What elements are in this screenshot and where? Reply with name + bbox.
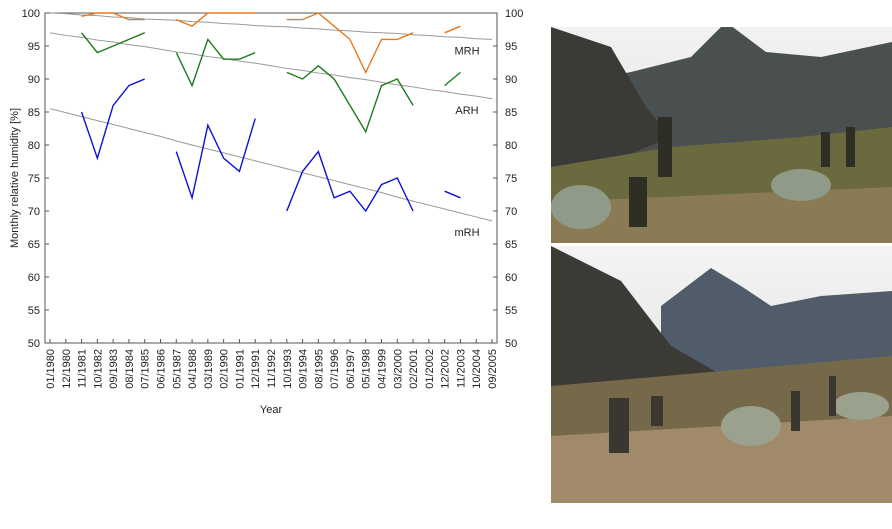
x-tick-label: 05/1998 (361, 349, 373, 389)
x-tick-label: 07/1996 (329, 349, 341, 389)
y-tick-label: 90 (28, 74, 40, 86)
y2-tick-label: 75 (505, 173, 517, 185)
photo-bottom (551, 246, 892, 503)
series-label: MRH (454, 45, 479, 57)
trend-line (50, 33, 492, 99)
y2-tick-label: 65 (505, 239, 517, 251)
x-tick-label: 12/1991 (250, 349, 262, 389)
y2-tick-label: 70 (505, 206, 517, 218)
chart: Monthly relative humidity [%] Year 50 55 6… (0, 0, 545, 529)
x-tick-label: 01/2002 (424, 349, 436, 389)
y2-tick-label: 100 (505, 8, 523, 20)
y2-tick-label: 90 (505, 74, 517, 86)
y-tick-label: 85 (28, 107, 40, 119)
y-tick-label: 55 (28, 305, 40, 317)
x-tick-label: 09/1983 (108, 349, 120, 389)
x-axis-title: Year (260, 404, 283, 416)
x-tick-label: 04/1988 (187, 349, 199, 389)
x-tick-label: 01/1991 (234, 349, 246, 389)
x-tick-label: 11/1992 (266, 349, 278, 388)
x-tick-label: 04/1999 (377, 349, 389, 389)
y-tick-label: 65 (28, 239, 40, 251)
x-tick-label: 12/2002 (440, 349, 452, 389)
x-tick-label: 03/1989 (203, 349, 215, 389)
trend-line (50, 13, 492, 39)
x-tick-label: 05/1987 (171, 349, 183, 389)
x-tick-label: 10/1982 (92, 349, 104, 389)
x-tick-label: 08/1995 (313, 349, 325, 389)
x-tick-label: 06/1997 (345, 349, 357, 389)
y-tick-label: 95 (28, 41, 40, 53)
y-tick-label: 80 (28, 140, 40, 152)
y2-tick-label: 80 (505, 140, 517, 152)
y-tick-label: 75 (28, 173, 40, 185)
x-tick-label: 06/1986 (156, 349, 168, 389)
y-tick-label: 50 (28, 338, 40, 350)
y-tick-label: 60 (28, 272, 40, 284)
y-tick-label: 70 (28, 206, 40, 218)
x-tick-label: 10/1993 (282, 349, 294, 389)
trend-line (50, 109, 492, 221)
series-line (82, 79, 461, 211)
series-line (82, 13, 461, 72)
x-tick-label: 03/2000 (392, 349, 404, 389)
plot-frame (45, 13, 497, 343)
y-tick-label: 100 (22, 8, 40, 20)
x-tick-label: 07/1985 (140, 349, 152, 389)
y2-tick-label: 95 (505, 41, 517, 53)
y-axis-title: Monthly relative humidity [%] (9, 108, 21, 248)
x-tick-label: 10/2004 (471, 349, 483, 389)
series-label: ARH (455, 105, 478, 117)
y2-tick-label: 85 (505, 107, 517, 119)
y2-tick-label: 50 (505, 338, 517, 350)
x-tick-label: 11/2003 (455, 349, 467, 388)
y2-tick-label: 55 (505, 305, 517, 317)
x-tick-label: 02/2001 (408, 349, 420, 389)
x-tick-label: 08/1984 (124, 349, 136, 389)
page: {"chart_data": {"type": "line", "x_label… (0, 0, 892, 529)
x-tick-label: 11/1981 (77, 349, 89, 388)
x-tick-label: 02/1990 (219, 349, 231, 389)
x-tick-label: 09/2005 (487, 349, 499, 389)
series-label: mRH (454, 227, 479, 239)
x-tick-label: 01/1980 (45, 349, 57, 389)
y2-tick-label: 60 (505, 272, 517, 284)
photo-top (551, 27, 892, 243)
x-tick-label: 09/1994 (298, 349, 310, 389)
x-tick-label: 12/1980 (61, 349, 73, 389)
